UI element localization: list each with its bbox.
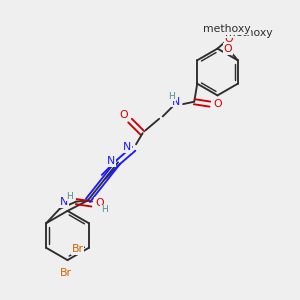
Text: H: H <box>101 206 108 214</box>
Text: O: O <box>95 197 103 208</box>
Text: Br: Br <box>71 244 83 254</box>
Text: methoxy: methoxy <box>225 28 273 38</box>
Text: O: O <box>119 110 128 120</box>
Text: Br: Br <box>60 268 72 278</box>
Text: O: O <box>224 34 233 44</box>
Text: N: N <box>107 156 116 166</box>
Text: O: O <box>213 99 222 109</box>
Text: H: H <box>66 192 73 201</box>
Text: N: N <box>172 97 180 107</box>
Text: N: N <box>60 197 68 207</box>
Text: O: O <box>224 44 232 54</box>
Text: N: N <box>123 142 131 152</box>
Text: H: H <box>168 92 175 101</box>
Text: methoxy: methoxy <box>202 24 250 34</box>
